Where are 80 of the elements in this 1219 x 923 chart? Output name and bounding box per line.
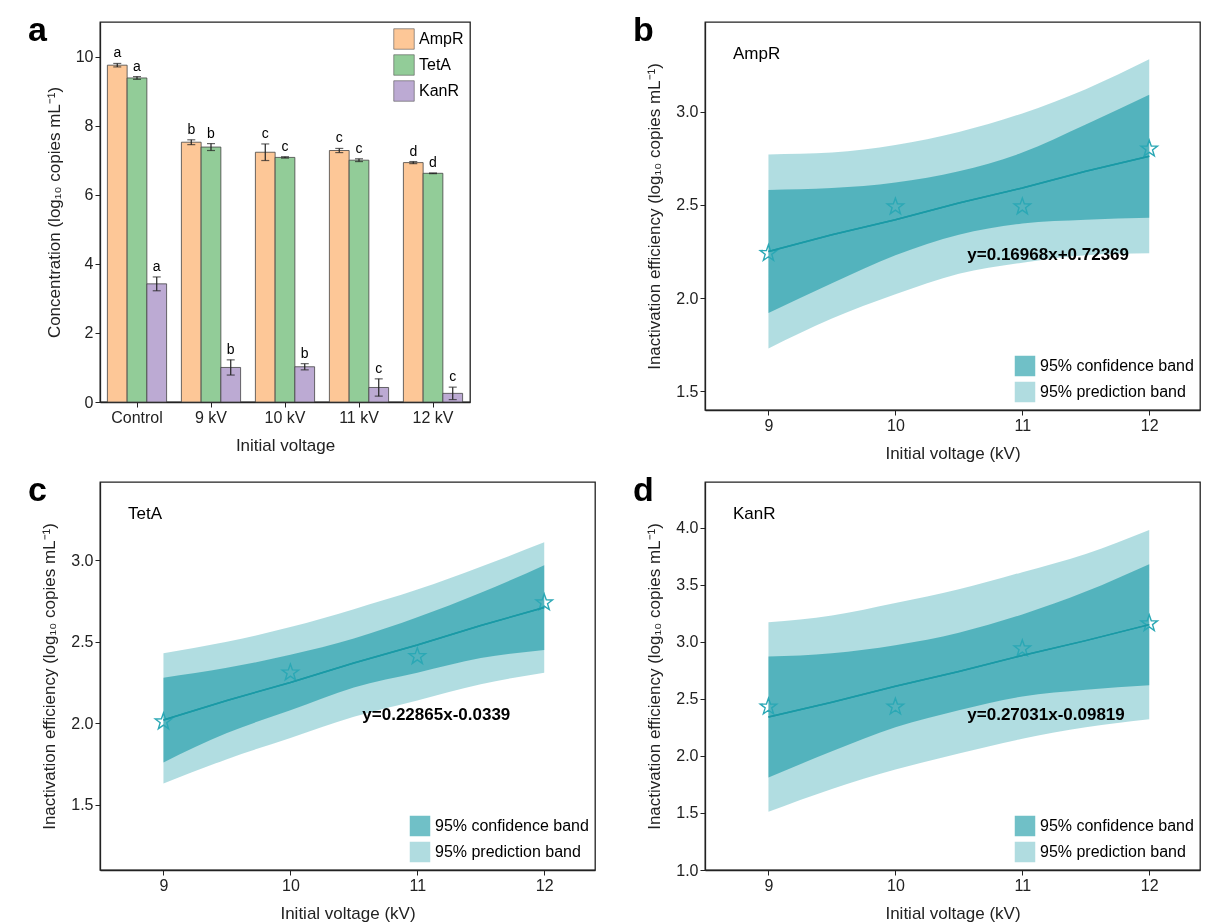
x-tick-label: 9	[764, 416, 774, 434]
y-tick-label: 2	[84, 324, 94, 342]
y-tick-label: 1.5	[676, 382, 699, 400]
x-tick-label: 11	[409, 876, 427, 894]
y-axis-title: Inactivation efficiency (log₁₀ copies mL⁻¹)	[645, 63, 665, 370]
y-axis-title: Concentration (log₁₀ copies mL⁻¹)	[44, 86, 64, 339]
data-label: d	[429, 153, 437, 170]
data-label: b	[207, 124, 216, 141]
text: d	[633, 470, 654, 508]
y-tick-label: 3.0	[71, 551, 94, 569]
annotation: y=0.16968x+0.72369	[967, 244, 1130, 264]
y-tick-label: 1.0	[676, 861, 699, 879]
y-tick-label: 2.0	[71, 714, 94, 732]
y-tick-label: 2.0	[676, 747, 699, 765]
y-tick-label: 6	[84, 186, 94, 204]
y-tick-label: 3.0	[676, 633, 699, 651]
y-tick-label: 8	[84, 117, 94, 135]
data-label: b	[187, 120, 196, 137]
x-tick-label: 12 kV	[412, 408, 454, 426]
x-tick-label: 10	[281, 876, 300, 894]
x-axis-title: Initial voltage (kV)	[885, 443, 1021, 463]
y-tick-label: 2.0	[676, 289, 699, 307]
text: KanR	[733, 504, 776, 523]
x-tick-label: 11	[1014, 876, 1032, 894]
y-tick-label: 10	[75, 48, 94, 66]
y-tick-label: 1.5	[676, 804, 699, 822]
text: TetA	[128, 504, 163, 523]
data-label: c	[449, 368, 457, 385]
y-tick-label: 2.5	[676, 690, 699, 708]
legend-label: 95% confidence band	[435, 817, 589, 834]
y-tick-label: 2.5	[676, 196, 699, 214]
x-tick-label: 9	[764, 876, 774, 894]
data-label: b	[300, 344, 309, 361]
x-tick-label: 11 kV	[339, 408, 380, 426]
annotation: y=0.27031x-0.09819	[967, 704, 1125, 724]
data-label: c	[335, 129, 343, 146]
x-tick-label: 10	[886, 416, 905, 434]
y-tick-label: 4	[84, 255, 94, 273]
annotation: y=0.22865x-0.0339	[362, 704, 511, 724]
x-tick-label: 9 kV	[194, 408, 228, 426]
legend-label: TetA	[419, 56, 452, 73]
legend-label: 95% prediction band	[435, 843, 581, 860]
data-label: c	[261, 124, 269, 141]
legend-label: 95% confidence band	[1040, 817, 1194, 834]
y-tick-label: 3.0	[676, 103, 699, 121]
data-label: c	[375, 359, 383, 376]
y-axis-title: Inactivation efficiency (log₁₀ copies mL⁻¹)	[645, 523, 665, 830]
legend-label: 95% prediction band	[1040, 383, 1186, 400]
legend-label: 95% confidence band	[1040, 357, 1194, 374]
x-tick-label: 9	[159, 876, 169, 894]
x-axis-title: Initial voltage	[235, 435, 336, 455]
data-label: c	[355, 139, 363, 156]
x-tick-label: 10 kV	[264, 408, 306, 426]
x-tick-label: 12	[1140, 416, 1159, 434]
text: AmpR	[733, 44, 781, 63]
legend-label: KanR	[419, 82, 460, 99]
data-label: b	[226, 340, 235, 357]
x-axis-title: Initial voltage (kV)	[885, 903, 1021, 923]
data-label: a	[152, 257, 161, 274]
x-tick-label: 12	[1140, 876, 1159, 894]
text: b	[633, 10, 654, 48]
y-tick-label: 3.5	[676, 576, 699, 594]
data-label: c	[281, 137, 289, 154]
x-tick-label: 12	[535, 876, 554, 894]
text: a	[28, 10, 48, 48]
text: c	[28, 470, 47, 508]
y-tick-label: 1.5	[71, 796, 94, 814]
data-label: d	[409, 142, 418, 159]
x-tick-label: 10	[886, 876, 905, 894]
y-axis-title: Inactivation efficiency (log₁₀ copies mL⁻¹)	[40, 523, 60, 830]
legend-label: AmpR	[419, 30, 464, 47]
x-tick-label: 11	[1014, 416, 1032, 434]
y-tick-label: 4.0	[676, 519, 699, 537]
x-axis-title: Initial voltage (kV)	[280, 903, 416, 923]
data-label: a	[113, 44, 122, 61]
y-tick-label: 0	[84, 393, 94, 411]
legend-label: 95% prediction band	[1040, 843, 1186, 860]
x-tick-label: Control	[111, 408, 163, 426]
data-label: a	[133, 57, 142, 74]
y-tick-label: 2.5	[71, 633, 94, 651]
